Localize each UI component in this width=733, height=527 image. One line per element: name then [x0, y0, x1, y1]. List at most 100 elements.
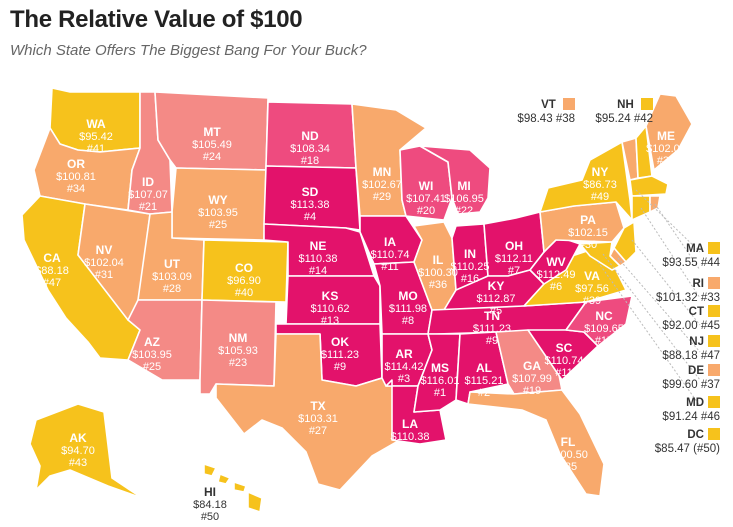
state-NY[interactable]: [539, 141, 633, 221]
map-title: The Relative Value of $100: [10, 6, 303, 33]
state-SD[interactable]: [263, 165, 361, 231]
state-label-NE-rank: #14: [309, 265, 327, 277]
state-label-ME: ME $102.04 #31: [646, 129, 686, 167]
state-label-AR-value: $114.42: [385, 361, 424, 373]
state-label-WA-abbr: WA: [86, 117, 106, 131]
side-rank-NH: #42: [633, 113, 653, 125]
swatch-MD: [708, 396, 720, 408]
state-WY[interactable]: [171, 167, 267, 241]
state-label-PA-value: $102.15: [568, 227, 608, 239]
state-label-WI: WI $107.41 #20: [406, 179, 446, 217]
state-AZ[interactable]: [127, 299, 203, 381]
swatch-DE: [708, 364, 720, 376]
state-label-OH: OH $112.11 #7: [495, 239, 533, 277]
state-label-HI-abbr: HI: [204, 485, 216, 499]
state-label-MO-value: $111.98: [389, 303, 427, 315]
state-label-ID-rank: #21: [139, 201, 157, 213]
state-label-IL-rank: #36: [429, 279, 447, 291]
side-abbr-MA: MA: [686, 243, 704, 255]
side-abbr-NH: NH: [617, 99, 634, 111]
state-label-CO-rank: #40: [235, 287, 253, 299]
state-label-MS-rank: #1: [434, 387, 446, 399]
state-CO[interactable]: [201, 239, 289, 303]
state-NM[interactable]: [199, 299, 277, 395]
side-value-CT: $92.00: [662, 320, 698, 332]
state-label-OR: OR $100.81 #34: [56, 157, 96, 195]
state-label-NY-rank: #49: [591, 191, 609, 203]
state-label-WA: WA $95.42 #41: [79, 117, 113, 155]
state-label-PA-rank: #30: [579, 239, 597, 251]
state-HI[interactable]: [203, 463, 263, 513]
state-label-NY-value: $86.73: [583, 179, 617, 191]
state-label-SC-abbr: SC: [556, 341, 573, 355]
side-value-DE: $99.60: [662, 379, 698, 391]
state-label-CA: CA $88.18 #47: [35, 251, 69, 289]
state-label-ND-abbr: ND: [301, 129, 319, 143]
state-label-NE-value: $110.38: [299, 253, 338, 265]
state-label-AR-rank: #3: [398, 373, 410, 385]
side-rank-MA: #44: [700, 257, 720, 269]
state-label-AL: AL $115.21 #2: [465, 361, 504, 399]
state-label-WV-value: $112.49: [537, 269, 576, 281]
state-label-AZ-value: $103.95: [132, 349, 172, 361]
side-label-DC: DC $85.47 (#50): [628, 428, 720, 456]
side-rank-CT: #45: [700, 320, 720, 332]
state-label-MO: MO $111.98 #8: [389, 289, 427, 327]
state-label-MT-value: $105.49: [192, 139, 232, 151]
state-label-IL-value: $100.30: [418, 267, 458, 279]
state-label-TX-rank: #27: [309, 425, 327, 437]
state-label-WY-abbr: WY: [208, 193, 227, 207]
state-label-SD-abbr: SD: [302, 185, 319, 199]
state-label-KS-value: $110.62: [311, 303, 350, 315]
state-label-NY: NY $86.73 #49: [583, 165, 617, 203]
side-abbr-RI: RI: [692, 278, 705, 290]
state-label-NE: NE $110.38 #14: [299, 239, 338, 277]
state-label-GA-value: $107.99: [512, 373, 552, 385]
state-label-WI-value: $107.41: [406, 193, 446, 205]
state-label-CA-rank: #47: [43, 277, 61, 289]
state-TX[interactable]: [215, 333, 401, 491]
state-label-TX-abbr: TX: [310, 399, 325, 413]
state-label-GA-abbr: GA: [523, 359, 541, 373]
state-label-SC-value: $110.74: [545, 355, 584, 367]
state-FL[interactable]: [467, 389, 605, 497]
map-subtitle: Which State Offers The Biggest Bang For …: [10, 42, 367, 59]
state-label-CO: CO $96.90 #40: [227, 261, 261, 299]
state-MD[interactable]: [579, 241, 621, 271]
state-MI[interactable]: [419, 145, 491, 215]
state-label-UT-rank: #28: [163, 283, 181, 295]
state-label-ME-value: $102.04: [646, 143, 686, 155]
state-label-NM-abbr: NM: [229, 331, 248, 345]
state-label-OR-abbr: OR: [67, 157, 85, 171]
state-label-NC-rank: #17: [595, 335, 613, 347]
side-label-VT: VT $98.43 #38: [505, 98, 575, 126]
state-label-NC-value: $109.65: [584, 323, 624, 335]
state-label-MT-rank: #24: [203, 151, 221, 163]
state-MA[interactable]: [629, 175, 669, 197]
state-label-MT: MT $105.49 #24: [192, 125, 232, 163]
state-label-LA-rank: #14: [401, 443, 419, 455]
state-label-KS-rank: #13: [321, 315, 339, 327]
state-label-OR-rank: #34: [67, 183, 85, 195]
state-NJ[interactable]: [613, 221, 637, 263]
state-label-NY-abbr: NY: [592, 165, 609, 179]
state-label-CO-abbr: CO: [235, 261, 253, 275]
side-label-MD: MD $91.24 #46: [640, 396, 720, 424]
state-label-AR: AR $114.42 #3: [385, 347, 424, 385]
side-rank-NJ: #47: [700, 350, 720, 362]
state-label-IL-abbr: IL: [433, 253, 444, 267]
side-abbr-VT: VT: [541, 99, 556, 111]
state-ME[interactable]: [645, 93, 693, 171]
state-label-OH-abbr: OH: [505, 239, 523, 253]
side-value-NH: $95.24: [595, 113, 631, 125]
side-value-NJ: $88.18: [662, 350, 698, 362]
state-label-WI-abbr: WI: [419, 179, 434, 193]
state-label-OK-abbr: OK: [331, 335, 349, 349]
state-AK[interactable]: [29, 403, 143, 499]
state-label-NV-value: $102.04: [84, 257, 124, 269]
side-abbr-DE: DE: [688, 365, 704, 377]
state-label-MI: MI $106.95 #22: [444, 179, 484, 217]
state-label-TX-value: $103.31: [298, 413, 338, 425]
side-label-NH: NH $95.24 #42: [577, 98, 653, 126]
state-label-OH-value: $112.11: [495, 253, 533, 265]
